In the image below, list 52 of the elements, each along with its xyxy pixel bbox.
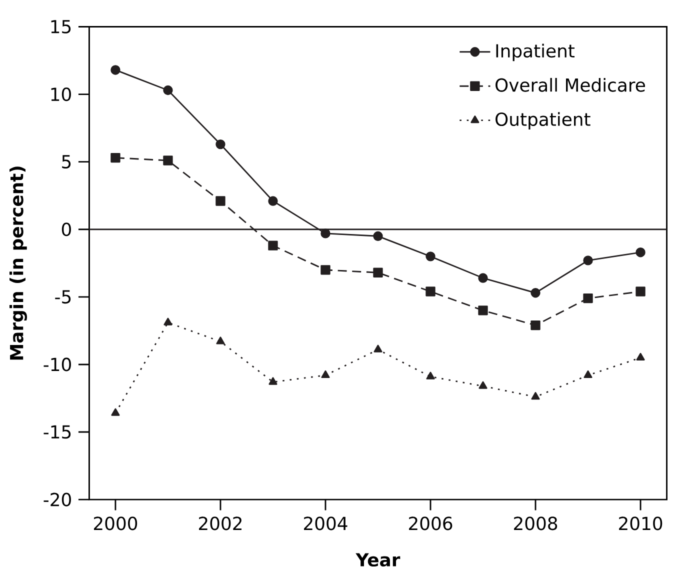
x-tick-label: 2000 (94, 516, 138, 530)
x-tick-label: 2010 (619, 516, 662, 530)
point (583, 294, 593, 304)
point (373, 268, 383, 278)
x-tick-label: 2004 (304, 516, 348, 530)
point (216, 196, 226, 206)
legend-label: Outpatient (496, 112, 590, 130)
point (636, 248, 646, 258)
y-tick-label: -15 (44, 426, 71, 439)
point (268, 377, 278, 386)
point (478, 273, 488, 284)
point (110, 65, 120, 76)
legend-label: Overall Medicare (496, 78, 645, 92)
point (478, 381, 488, 390)
point (531, 392, 540, 400)
y-tick-label: -20 (44, 492, 71, 507)
x-tick-label: 2002 (199, 516, 242, 530)
point (530, 320, 540, 330)
point (321, 370, 330, 378)
point (478, 306, 488, 316)
point (374, 344, 382, 353)
point (216, 140, 226, 150)
point (163, 156, 173, 166)
point (268, 240, 278, 251)
x-tick-label: 2008 (514, 516, 558, 530)
y-tick-label: 15 (51, 20, 71, 34)
point (583, 256, 593, 266)
point (636, 353, 645, 361)
y-tick-label: 10 (51, 88, 71, 102)
point (111, 408, 120, 416)
point (373, 232, 383, 242)
x-axis-title: Year (356, 553, 400, 567)
point (163, 86, 173, 96)
point (584, 370, 592, 378)
y-tick-label: -10 (44, 358, 71, 372)
point (320, 265, 330, 275)
point (530, 288, 540, 298)
y-tick-label: 0 (62, 222, 71, 236)
y-tick-label: 5 (62, 155, 71, 169)
point (426, 286, 436, 297)
point (164, 318, 172, 326)
point (426, 252, 436, 262)
point (426, 372, 435, 380)
legend-label: Inpatient (496, 44, 575, 62)
point (110, 153, 120, 163)
point (216, 336, 225, 344)
point (320, 228, 330, 238)
x-tick-label: 2006 (409, 516, 452, 530)
point (636, 286, 646, 297)
y-axis-title: Margin (in percent) (9, 166, 27, 360)
y-tick-label: -5 (55, 290, 71, 304)
point (268, 196, 278, 206)
